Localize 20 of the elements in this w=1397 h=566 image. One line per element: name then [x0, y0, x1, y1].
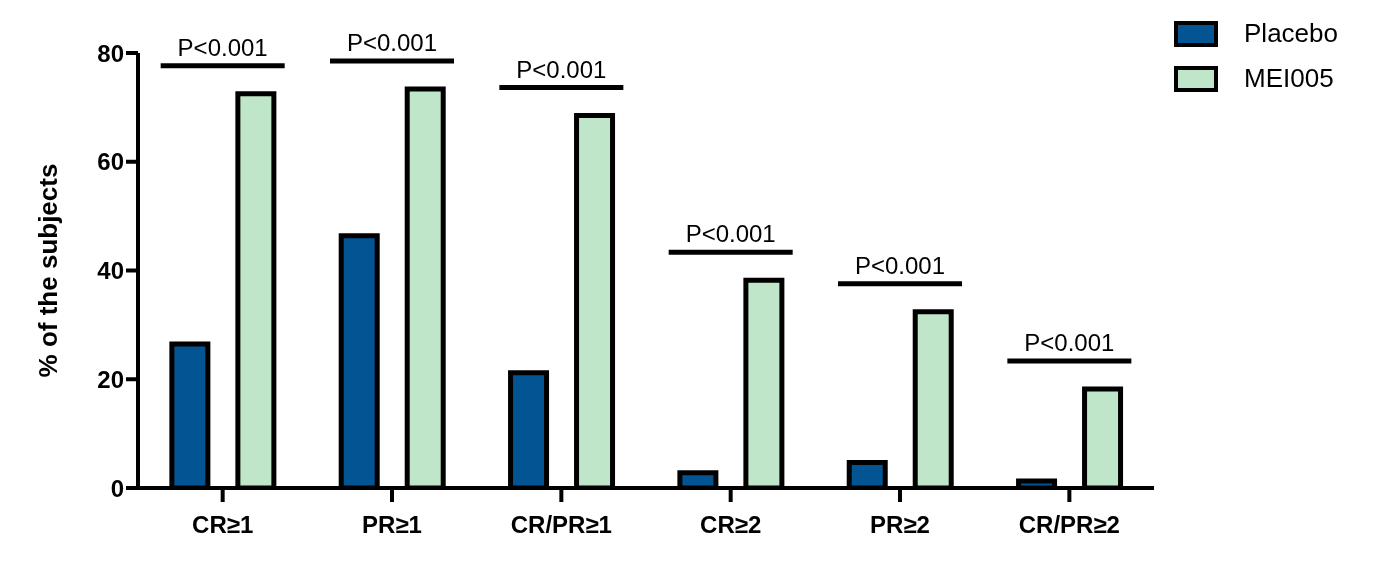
annotation: P<0.001	[685, 220, 776, 248]
x-tick-label: CR/PR≥1	[510, 511, 612, 539]
x-tick-label: CR≥1	[192, 511, 254, 539]
y-tick-label: 60	[97, 148, 124, 176]
y-tick-label: 0	[110, 474, 124, 502]
y-axis-title: % of the subjects	[33, 163, 64, 378]
y-tick-label: 20	[97, 365, 124, 393]
x-tick-label: CR/PR≥2	[1018, 511, 1120, 539]
annotation: P<0.001	[854, 251, 946, 279]
y-tick-label: 80	[97, 39, 124, 67]
x-tick-label: PR≥2	[870, 511, 930, 539]
annotation: P<0.001	[1024, 329, 1115, 357]
y-tick-label: 40	[97, 257, 124, 285]
annotation: P<0.001	[177, 33, 268, 61]
legend-label: Placebo	[1244, 18, 1338, 49]
legend-label: MEI005	[1244, 63, 1334, 94]
annotation: P<0.001	[346, 28, 438, 56]
x-tick-label: CR≥2	[700, 511, 762, 539]
x-tick-label: PR≥1	[362, 511, 422, 539]
annotation: P<0.001	[516, 55, 607, 83]
